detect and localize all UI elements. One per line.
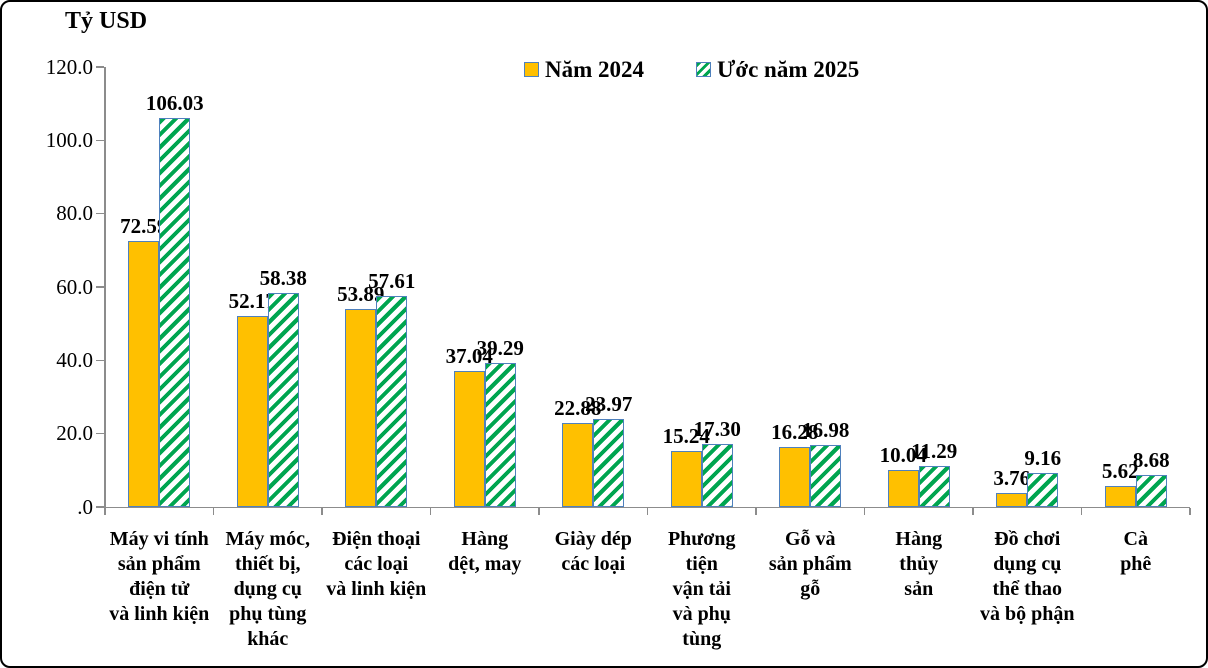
x-axis-tick [1189, 508, 1191, 515]
bar-nam-2024 [562, 423, 594, 507]
y-axis-tick [96, 286, 104, 288]
y-tick-label: 100.0 [45, 127, 93, 152]
y-tick-label: 40.0 [56, 347, 93, 372]
bar-value-label: 22.88 [554, 396, 602, 421]
bar-uoc-nam-2025 [159, 118, 191, 507]
y-axis-tick [96, 506, 104, 508]
y-axis-tick [96, 66, 104, 68]
x-axis-tick [429, 508, 432, 515]
bar-value-label: 37.04 [445, 344, 493, 369]
bar-nam-2024 [453, 371, 485, 507]
y-axis-tick [96, 432, 104, 435]
bar-value-label: 17.30 [693, 416, 741, 441]
bar-value-label: 23.97 [585, 392, 633, 417]
category-label: Giày dép các loại [554, 528, 632, 575]
y-axis-tick [96, 359, 104, 362]
bar-nam-2024 [1104, 486, 1136, 507]
legend-swatch-solid-gold-icon [524, 62, 539, 77]
bar-value-label: 52.17 [228, 288, 276, 313]
legend-swatch-hatched-green-icon [696, 62, 712, 77]
legend-item-2024: Năm 2024 [524, 57, 645, 82]
bar-nam-2024 [887, 470, 919, 507]
x-axis-tick [972, 508, 974, 515]
plot-area: .0 20.0 40.0 60.0 80.0 100.0 120.0 72.59 106.03 M… [46, 56, 1191, 650]
x-axis-tick [863, 508, 866, 515]
bar-value-label: 16.98 [802, 417, 850, 442]
bar-nam-2024 [779, 447, 811, 507]
bar-value-label: 11.29 [911, 438, 958, 463]
x-axis-tick [538, 508, 540, 515]
bar-uoc-nam-2025 [918, 465, 950, 507]
bar-value-label: 53.89 [337, 282, 385, 307]
bar-value-label: 72.59 [120, 213, 168, 238]
bar-value-label: 16.28 [771, 420, 819, 445]
bar-uoc-nam-2025 [1135, 475, 1167, 507]
bar-nam-2024 [128, 240, 160, 507]
bar-nam-2024 [670, 451, 702, 507]
bar-value-label: 58.38 [259, 265, 307, 290]
category-label: Phương tiện vận tải và phụ tùng [667, 528, 736, 650]
bar-value-label: 3.76 [993, 466, 1031, 491]
category-label: Máy móc, thiết bị, dụng cụ phụ tùng khác [225, 528, 310, 650]
bar-nam-2024 [236, 315, 268, 507]
bar-value-label: 10.04 [879, 443, 927, 468]
bar-uoc-nam-2025 [267, 292, 299, 507]
bar-value-label: 15.24 [662, 424, 710, 449]
bar-uoc-nam-2025 [701, 443, 733, 507]
bar-uoc-nam-2025 [593, 419, 625, 507]
bar-uoc-nam-2025 [810, 444, 842, 507]
category-label: Hàng thủy sản [895, 528, 943, 600]
category-label: Cà phê [1120, 528, 1152, 575]
bar-value-label: 8.68 [1132, 448, 1170, 473]
legend-label-2025: Ước năm 2025 [717, 57, 860, 82]
x-axis-tick [104, 508, 106, 515]
chart-title: Tỷ USD [65, 8, 148, 34]
legend-item-2025: Ước năm 2025 [696, 57, 860, 82]
y-tick-label: 80.0 [56, 201, 93, 226]
bar-value-label: 9.16 [1024, 446, 1062, 471]
y-tick-label: 20.0 [56, 421, 93, 446]
category-label: Hàng dệt, may [448, 528, 522, 575]
x-axis-tick [212, 508, 215, 515]
y-tick-label: 60.0 [56, 274, 93, 299]
bar-value-label: 39.29 [476, 335, 524, 360]
bar-value-label: 5.62 [1101, 459, 1139, 484]
category-label: Đồ chơi dụng cụ thể thao và bộ phận [980, 528, 1075, 625]
bar-value-label: 57.61 [368, 268, 416, 293]
y-tick-label: .0 [77, 494, 93, 519]
bar-nam-2024 [345, 309, 377, 507]
bar-value-label: 106.03 [145, 91, 204, 116]
x-axis-tick [1080, 508, 1083, 515]
x-axis-tick [321, 508, 323, 515]
category-label: Gỗ và sản phẩm gỗ [768, 528, 852, 600]
chart-legend: Năm 2024 Ước năm 2025 [524, 57, 860, 82]
y-axis-tick [96, 139, 104, 142]
bar-uoc-nam-2025 [1027, 473, 1059, 507]
legend-label-2024: Năm 2024 [545, 57, 645, 82]
x-axis-tick [755, 508, 757, 515]
category-label: Điện thoại các loại và linh kiện [326, 528, 427, 600]
bar-nam-2024 [996, 493, 1028, 507]
y-axis-tick [96, 212, 104, 215]
bar-uoc-nam-2025 [376, 295, 408, 507]
y-axis-line [104, 67, 106, 507]
x-axis-line [104, 506, 1190, 508]
x-axis-tick [646, 508, 649, 515]
category-label: Máy vi tính sản phẩm điện tử và linh kiệ… [109, 528, 210, 625]
bar-uoc-nam-2025 [484, 362, 516, 507]
y-tick-label: 120.0 [45, 54, 93, 79]
